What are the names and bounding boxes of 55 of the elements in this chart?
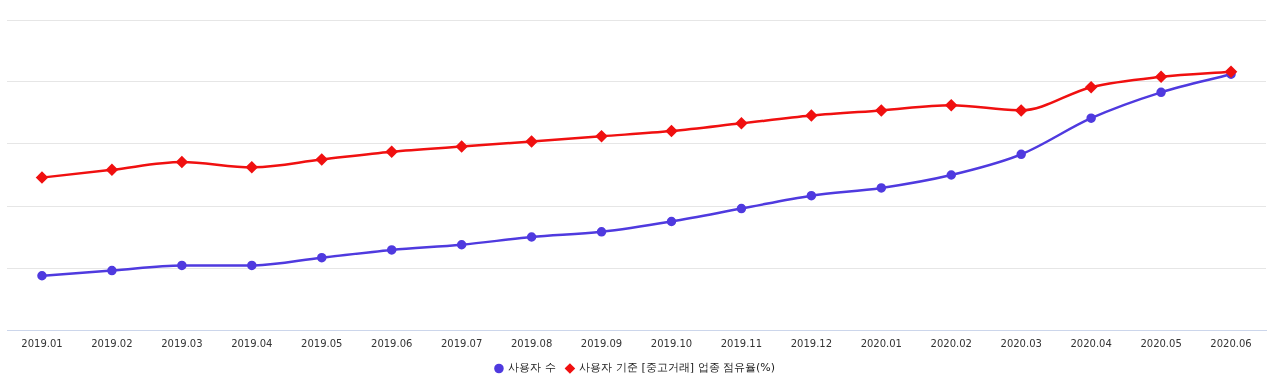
x-tick-label: 2019.12 xyxy=(790,337,833,349)
point xyxy=(36,171,48,184)
point xyxy=(107,265,117,276)
point xyxy=(1225,65,1237,78)
point xyxy=(317,252,327,263)
x-tick-label: 2019.09 xyxy=(580,337,623,349)
point xyxy=(1016,149,1026,160)
point xyxy=(736,203,747,214)
point xyxy=(316,153,328,166)
point xyxy=(37,271,47,281)
point xyxy=(875,104,888,117)
x-tick-label: 2020.02 xyxy=(930,337,972,349)
x-tick-label: 2019.02 xyxy=(91,337,133,349)
point xyxy=(526,232,537,242)
x-tick-label: 2020.01 xyxy=(860,337,902,349)
x-tick-label: 2020.05 xyxy=(1140,337,1182,349)
x-tick-label: 2020.03 xyxy=(1000,337,1042,349)
x-tick-label: 2019.07 xyxy=(440,337,483,349)
point xyxy=(246,161,258,173)
x-tick-label: 2019.11 xyxy=(720,337,763,349)
point xyxy=(805,109,818,122)
legend-label: 사용자 기준 [중고거래] 업종 점유율(%) xyxy=(579,361,776,375)
point xyxy=(525,135,538,148)
x-tick-label: 2019.01 xyxy=(21,337,63,349)
point xyxy=(596,227,607,237)
point xyxy=(945,99,957,111)
point xyxy=(177,260,187,271)
x-tick-label: 2019.10 xyxy=(650,337,693,349)
point xyxy=(455,140,468,153)
point xyxy=(946,170,956,180)
point xyxy=(735,117,748,130)
point xyxy=(665,125,678,137)
point xyxy=(176,156,188,168)
x-tick-label: 2019.05 xyxy=(301,337,343,349)
point xyxy=(456,240,467,250)
point xyxy=(385,146,398,158)
point xyxy=(1086,113,1096,123)
point xyxy=(106,164,118,176)
x-tick-label: 2019.03 xyxy=(161,337,203,349)
x-tick-label: 2019.08 xyxy=(510,337,553,349)
legend-label: 사용자 수 xyxy=(508,361,556,375)
x-tick-label: 2020.04 xyxy=(1070,337,1112,349)
point xyxy=(876,183,887,193)
point xyxy=(1015,104,1027,117)
point xyxy=(1156,87,1166,98)
point xyxy=(386,245,397,255)
x-tick-label: 2019.06 xyxy=(371,337,413,349)
point xyxy=(1155,71,1167,83)
point xyxy=(595,130,608,142)
x-tick-label: 2020.06 xyxy=(1210,337,1252,349)
point xyxy=(806,190,817,201)
point xyxy=(666,216,677,227)
point xyxy=(247,260,257,271)
x-tick-label: 2019.04 xyxy=(231,337,273,349)
point xyxy=(1085,81,1097,93)
